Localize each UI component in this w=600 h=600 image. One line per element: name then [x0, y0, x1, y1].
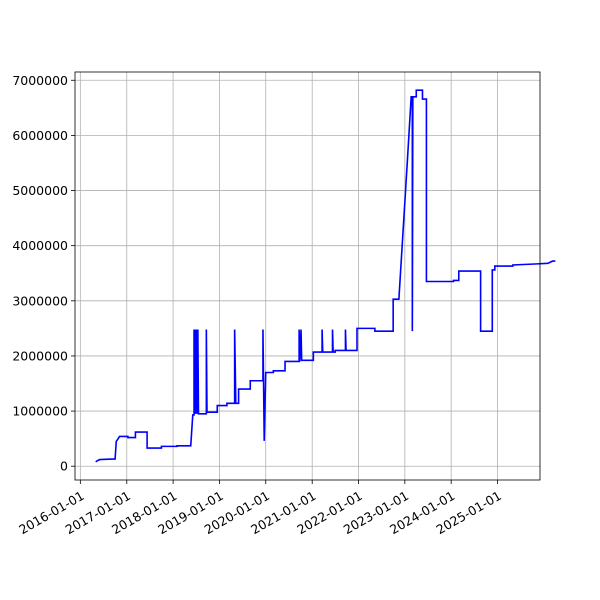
y-tick-label: 3000000	[12, 293, 68, 308]
y-tick-label: 1000000	[12, 404, 68, 419]
plot-frame	[74, 71, 541, 481]
x-gridlines	[79, 72, 499, 480]
y-tick-label: 6000000	[12, 128, 68, 143]
y-tick-label: 4000000	[12, 238, 68, 253]
y-tick-label: 0	[60, 459, 68, 474]
y-tick-label: 7000000	[12, 73, 68, 88]
y-tick-label: 2000000	[12, 348, 68, 363]
plot-background	[75, 72, 540, 480]
series-line	[95, 89, 556, 463]
y-tick-label: 5000000	[12, 183, 68, 198]
y-gridlines	[75, 79, 540, 467]
y-ticks: 0 1000000 2000000 3000000 4000000 5000000 6000…	[12, 73, 75, 474]
x-ticks: 2016-01-012017-01-012018-01-012019-01-01…	[16, 480, 504, 537]
